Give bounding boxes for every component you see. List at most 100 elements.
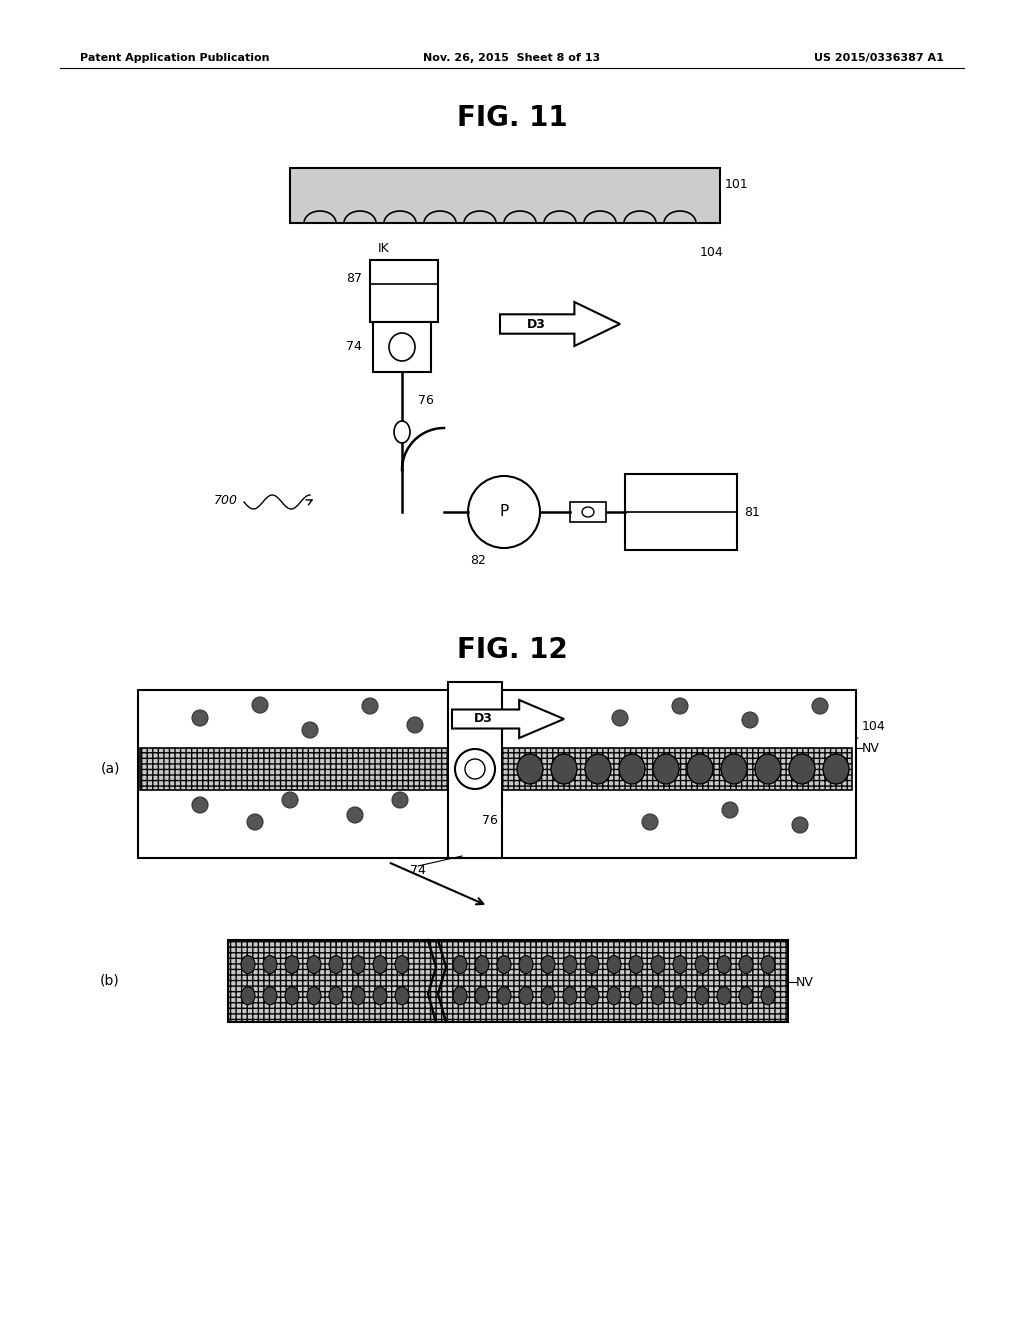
Circle shape — [193, 710, 208, 726]
Circle shape — [468, 477, 540, 548]
Ellipse shape — [607, 956, 621, 974]
Text: 104: 104 — [862, 719, 886, 733]
Circle shape — [465, 759, 485, 779]
Text: Patent Application Publication: Patent Application Publication — [80, 53, 269, 63]
Circle shape — [812, 698, 828, 714]
Text: NV: NV — [796, 975, 814, 989]
Ellipse shape — [629, 956, 643, 974]
Circle shape — [642, 814, 658, 830]
Text: P: P — [500, 504, 509, 520]
Text: 76: 76 — [418, 393, 434, 407]
Circle shape — [282, 792, 298, 808]
Text: 74: 74 — [410, 863, 426, 876]
Ellipse shape — [585, 987, 599, 1005]
Ellipse shape — [755, 754, 781, 784]
Polygon shape — [500, 302, 620, 346]
Ellipse shape — [761, 987, 775, 1005]
Ellipse shape — [582, 507, 594, 517]
Ellipse shape — [695, 987, 709, 1005]
Circle shape — [407, 717, 423, 733]
Ellipse shape — [739, 987, 753, 1005]
Text: NV: NV — [862, 742, 880, 755]
Ellipse shape — [717, 987, 731, 1005]
Text: 104: 104 — [700, 246, 724, 259]
Ellipse shape — [389, 333, 415, 360]
Text: US 2015/0336387 A1: US 2015/0336387 A1 — [814, 53, 944, 63]
Ellipse shape — [717, 956, 731, 974]
Ellipse shape — [687, 754, 713, 784]
Circle shape — [362, 698, 378, 714]
Ellipse shape — [541, 987, 555, 1005]
Ellipse shape — [453, 987, 467, 1005]
Bar — [138, 690, 856, 858]
Ellipse shape — [563, 987, 577, 1005]
Ellipse shape — [673, 956, 687, 974]
Bar — [290, 168, 720, 223]
Ellipse shape — [541, 956, 555, 974]
Text: FIG. 12: FIG. 12 — [457, 636, 567, 664]
Ellipse shape — [394, 421, 410, 444]
Bar — [370, 260, 438, 322]
Circle shape — [722, 803, 738, 818]
Ellipse shape — [551, 754, 577, 784]
Circle shape — [252, 697, 268, 713]
Text: 87: 87 — [346, 272, 362, 285]
Circle shape — [193, 797, 208, 813]
Ellipse shape — [307, 987, 321, 1005]
Ellipse shape — [241, 987, 255, 1005]
Bar — [449, 682, 502, 858]
Ellipse shape — [373, 987, 387, 1005]
Bar — [570, 502, 606, 521]
Ellipse shape — [285, 956, 299, 974]
Ellipse shape — [673, 987, 687, 1005]
Text: 74: 74 — [346, 341, 362, 354]
Text: (a): (a) — [100, 762, 120, 776]
Ellipse shape — [653, 754, 679, 784]
Circle shape — [792, 817, 808, 833]
Text: Nov. 26, 2015  Sheet 8 of 13: Nov. 26, 2015 Sheet 8 of 13 — [424, 53, 600, 63]
Circle shape — [455, 748, 495, 789]
Ellipse shape — [519, 987, 534, 1005]
Bar — [373, 322, 431, 372]
Ellipse shape — [823, 754, 849, 784]
Ellipse shape — [563, 956, 577, 974]
Ellipse shape — [517, 754, 543, 784]
Ellipse shape — [241, 956, 255, 974]
Text: 81: 81 — [744, 506, 760, 519]
Circle shape — [347, 807, 362, 822]
Ellipse shape — [497, 987, 511, 1005]
Ellipse shape — [453, 956, 467, 974]
Ellipse shape — [351, 987, 365, 1005]
Circle shape — [742, 711, 758, 729]
Ellipse shape — [618, 754, 645, 784]
Text: (b): (b) — [100, 973, 120, 987]
Ellipse shape — [761, 956, 775, 974]
Circle shape — [302, 722, 318, 738]
Ellipse shape — [629, 987, 643, 1005]
Ellipse shape — [475, 987, 489, 1005]
Text: 82: 82 — [470, 553, 485, 566]
Bar — [228, 940, 788, 1022]
Bar — [140, 748, 449, 789]
Text: FIG. 11: FIG. 11 — [457, 104, 567, 132]
Ellipse shape — [721, 754, 746, 784]
Ellipse shape — [695, 956, 709, 974]
Ellipse shape — [739, 956, 753, 974]
Ellipse shape — [373, 956, 387, 974]
Text: 76: 76 — [482, 813, 498, 826]
Ellipse shape — [307, 956, 321, 974]
Ellipse shape — [585, 754, 611, 784]
Ellipse shape — [285, 987, 299, 1005]
Bar — [625, 474, 737, 550]
Ellipse shape — [329, 987, 343, 1005]
Circle shape — [247, 814, 263, 830]
Ellipse shape — [651, 956, 665, 974]
Text: 101: 101 — [725, 178, 749, 191]
Polygon shape — [452, 700, 564, 738]
Text: D3: D3 — [474, 713, 493, 726]
Ellipse shape — [790, 754, 815, 784]
Circle shape — [392, 792, 408, 808]
Circle shape — [672, 698, 688, 714]
Ellipse shape — [351, 956, 365, 974]
Ellipse shape — [395, 987, 409, 1005]
